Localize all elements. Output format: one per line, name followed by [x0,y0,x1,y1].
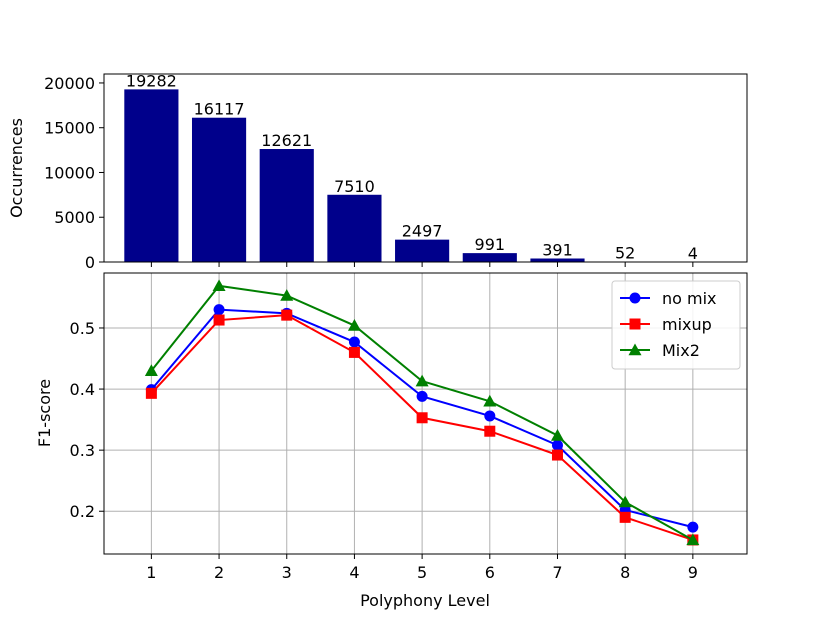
occurrence-bar [530,258,585,262]
data-point-mixup [619,511,631,523]
legend-item-mix2: Mix2 [620,341,700,360]
legend-item-mixup: mixup [620,315,712,334]
data-point-no-mix [484,410,496,422]
occurrences-y-tick-label: 0 [85,253,95,272]
f1-x-tick-label: 1 [146,563,156,582]
occurrence-bar [191,117,247,262]
legend-swatch-marker [628,343,642,356]
legend-box [611,280,741,370]
data-point-mix2 [550,428,564,441]
legend: no mix mixup Mix2 [611,280,741,370]
occurrences-y-ticks: 0 5000 10000 15000 20000 [44,74,694,272]
occurrence-bar-label: 19282 [126,71,177,90]
f1-x-tick-label: 6 [485,563,495,582]
f1-y-axis-label: F1-score [35,379,54,447]
f1-x-tick-label: 8 [620,563,630,582]
legend-label: mixup [662,315,712,334]
occurrence-bar [259,149,314,262]
occurrences-y-axis-label: Occurrences [7,118,26,218]
data-point-mixup [281,309,293,321]
f1-series [144,279,700,546]
f1-x-axis-label: Polyphony Level [360,591,490,610]
legend-label: Mix2 [662,341,700,360]
occurrence-bar [124,89,179,262]
occurrences-y-tick-label: 20000 [44,74,95,93]
data-point-mixup [551,449,563,461]
occurrence-bar-label: 391 [542,240,573,259]
data-point-mixup [416,412,428,424]
occurrence-bar [327,194,382,262]
occurrence-bar-label: 2497 [402,222,443,241]
series-mix2 [144,279,700,546]
data-point-mixup [484,425,496,437]
f1-y-tick-label: 0.2 [70,502,95,521]
data-point-mix2 [280,289,294,301]
f1-y-tick-label: 0.4 [70,380,95,399]
occurrence-bar-label: 12621 [261,131,312,150]
f1-y-tick-label: 0.5 [70,319,95,338]
data-point-mix2 [415,374,429,387]
occurrence-bar-label: 7510 [334,177,375,196]
data-point-mix2 [144,364,158,376]
f1-x-tick-label: 9 [688,563,698,582]
occurrences-bar-chart: 0 5000 10000 15000 20000 19282 16117 12621 7510… [7,71,748,272]
data-point-mix2 [686,533,700,546]
f1-x-tick-label: 4 [349,563,359,582]
occurrences-y-tick-label: 10000 [44,163,95,182]
data-point-no-mix [213,304,225,316]
f1-y-tick-label: 0.3 [70,441,95,460]
occurrence-bar-label: 52 [615,244,635,263]
data-point-mix2 [212,279,226,292]
f1-x-tick-label: 7 [552,563,562,582]
occurrences-bars [124,89,720,262]
legend-swatch-marker [629,292,641,304]
occurrence-bar-label: 4 [688,244,698,263]
f1-line-chart: 1 2 3 4 5 6 7 8 9 0.2 0.3 0.4 0.5 F1-score Polyphony… [35,272,748,610]
occurrence-bar-label: 991 [475,235,506,254]
data-point-mix2 [347,319,361,331]
f1-x-tick-label: 3 [282,563,292,582]
f1-x-tick-label: 5 [417,563,427,582]
data-point-mix2 [483,394,497,407]
data-point-no-mix [416,390,428,402]
data-point-no-mix [551,439,563,451]
data-point-no-mix [348,336,360,348]
occurrences-bar-labels: 19282 16117 12621 7510 2497 991 391 52 4 [126,71,698,263]
f1-x-tick-label: 2 [214,563,224,582]
data-point-no-mix [687,521,699,533]
occurrence-bar [462,253,517,262]
occurrences-plot-frame [103,73,748,263]
legend-item-no-mix: no mix [620,289,717,308]
f1-axis-ticks: 1 2 3 4 5 6 7 8 9 0.2 0.3 0.4 0.5 [70,319,698,582]
occurrences-y-tick-label: 15000 [44,119,95,138]
occurrences-y-tick-label: 5000 [54,208,95,227]
data-point-mixup [213,314,225,326]
occurrence-bar-label: 16117 [194,100,245,119]
occurrence-bar [395,239,450,262]
legend-label: no mix [662,289,717,308]
f1-plot-frame [103,272,748,555]
data-point-mixup [145,387,157,399]
legend-swatch-marker [629,318,641,330]
data-point-mixup [348,346,360,358]
data-point-mix2 [618,495,632,508]
